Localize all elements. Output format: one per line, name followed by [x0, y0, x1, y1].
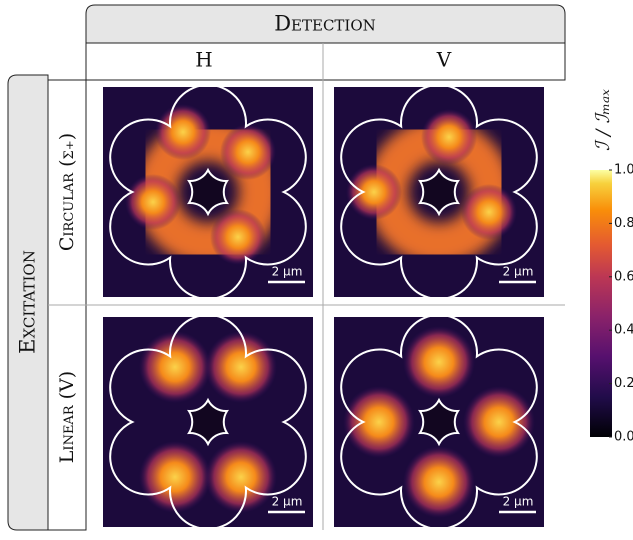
intensity-map: 2 µm: [103, 84, 313, 300]
row-label: Linear (V): [56, 371, 78, 463]
hotspot: [421, 109, 477, 165]
lobe: [343, 386, 415, 458]
hotspot: [125, 174, 181, 230]
row-label: Circular (σ₊): [56, 133, 78, 251]
lobe: [139, 331, 211, 403]
lobe: [205, 331, 277, 403]
flower-outline: [340, 314, 538, 530]
rows-title: Excitation: [16, 250, 40, 354]
column-label: V: [436, 48, 452, 72]
hotspot: [210, 209, 266, 265]
center-outline: [418, 397, 460, 447]
colorbar-label: ℐ / ℐₘₐₓ: [592, 89, 614, 151]
colorbar-tick-label: 0.4: [614, 323, 633, 338]
column-label: H: [195, 48, 212, 72]
intensity-map: 2 µm: [103, 314, 313, 530]
row-header-box: [7, 74, 49, 531]
colorbar-tick-label: 0.6: [614, 269, 633, 284]
hotspot: [346, 164, 402, 220]
center-outline: [187, 167, 229, 217]
intensity-map: 2 µm: [334, 314, 544, 530]
lobe: [139, 441, 211, 513]
header-title: Detection: [274, 12, 376, 36]
colorbar-tick-label: 0.8: [614, 216, 633, 231]
colorbar: [590, 170, 612, 437]
scale-bar-label: 2 µm: [272, 265, 303, 279]
colorbar-tick-label: 1.0: [614, 163, 633, 178]
flower-outline: [109, 314, 307, 530]
flower-outline: [340, 84, 538, 300]
colorbar-tick-label: 0.2: [614, 376, 633, 391]
lobe: [403, 326, 475, 398]
lobe: [205, 441, 277, 513]
colorbar-tick-label: 0.0: [614, 430, 633, 445]
hotspot: [155, 104, 211, 160]
intensity-map: 2 µm: [334, 84, 544, 300]
hotspot: [461, 184, 517, 240]
scale-bar-label: 2 µm: [503, 495, 534, 509]
lobe: [463, 386, 535, 458]
scale-bar-label: 2 µm: [272, 495, 303, 509]
flower-outline: [109, 84, 307, 300]
lobe: [403, 446, 475, 518]
center-outline: [187, 397, 229, 447]
scale-bar-label: 2 µm: [503, 265, 534, 279]
center-outline: [418, 167, 460, 217]
hotspot: [220, 124, 276, 180]
column-header-row: [85, 42, 566, 81]
header-box: [85, 4, 566, 44]
